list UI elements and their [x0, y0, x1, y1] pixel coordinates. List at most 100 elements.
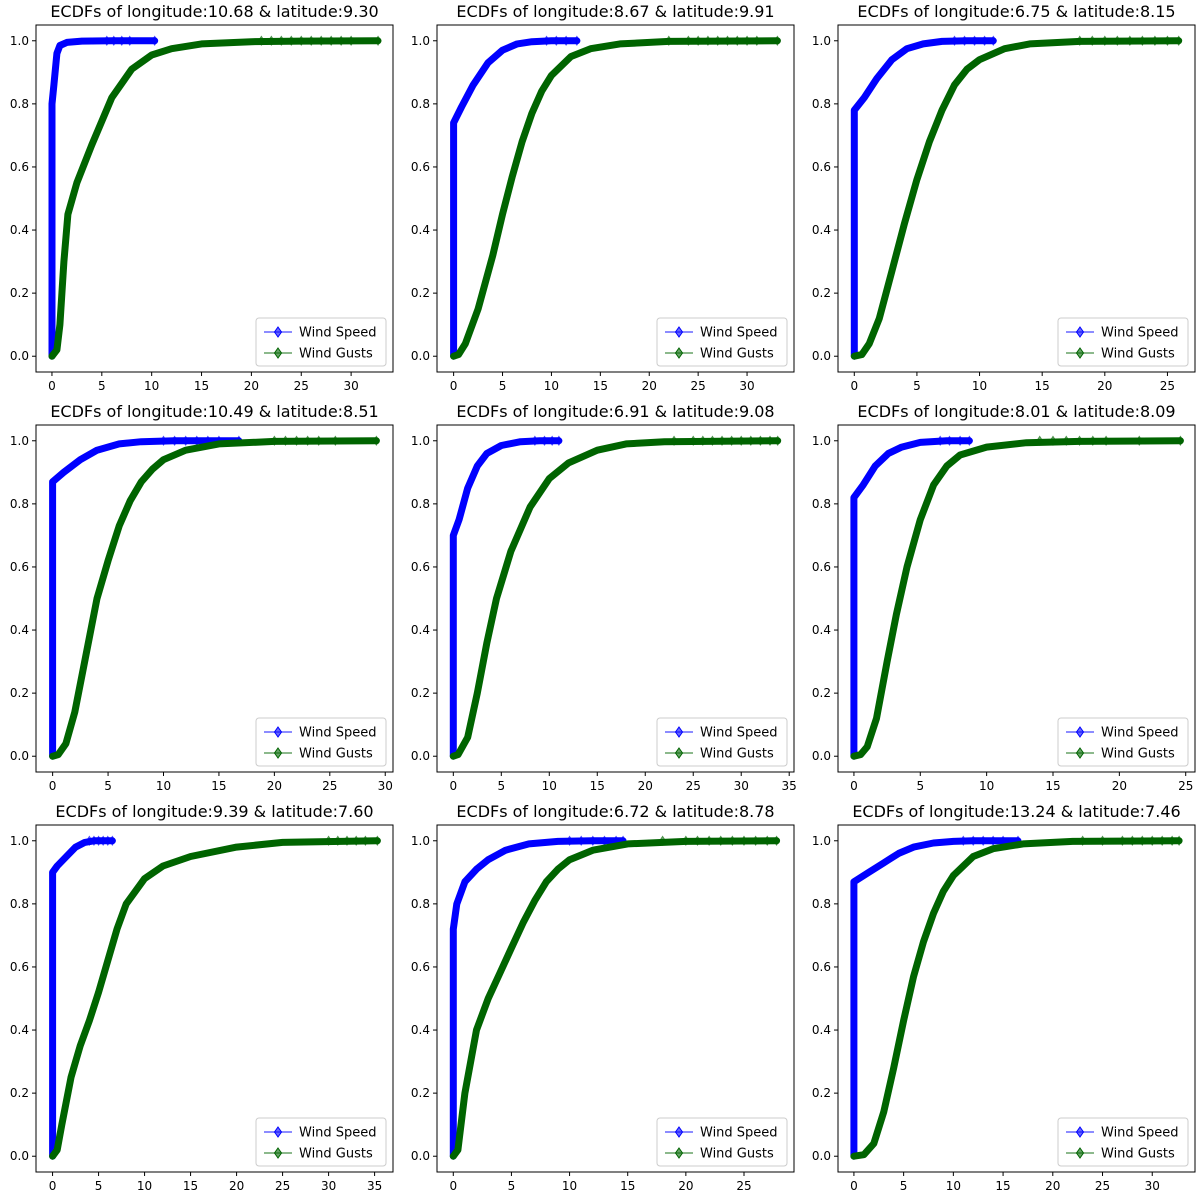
data-point — [694, 835, 701, 846]
plot-area — [449, 435, 782, 760]
legend-label: Wind Gusts — [1101, 1147, 1175, 1162]
data-point — [699, 435, 707, 446]
data-point — [361, 835, 369, 846]
y-tick-label: 0.8 — [812, 497, 831, 511]
ecdf-line — [850, 37, 1183, 360]
y-tick-label: 0.6 — [10, 160, 29, 174]
ecdf-line — [449, 437, 782, 760]
y-tick-label: 0.4 — [411, 1023, 430, 1037]
data-point — [737, 435, 745, 446]
data-point — [160, 435, 167, 446]
y-tick-label: 0.6 — [411, 560, 430, 574]
data-point — [1128, 835, 1136, 846]
ecdf-thin-line — [52, 840, 378, 1157]
y-tick-label: 0.0 — [10, 349, 29, 363]
plot-area — [49, 435, 380, 760]
data-point — [945, 435, 953, 446]
y-tick-label: 0.8 — [10, 897, 29, 911]
x-tick-label: 0 — [49, 779, 57, 793]
data-point — [110, 35, 118, 46]
axes-frame — [35, 824, 394, 1173]
ecdf-thin-line — [453, 40, 577, 357]
data-point — [334, 835, 342, 846]
data-point — [959, 835, 967, 846]
x-tick-label: 15 — [1045, 779, 1060, 793]
data-point — [981, 35, 989, 46]
data-point — [971, 35, 979, 46]
chart-panel-9: ECDFs of longitude:13.24 & latitude:7.46… — [812, 802, 1196, 1193]
ecdf-line — [49, 437, 243, 760]
y-tick-label: 0.0 — [10, 749, 29, 763]
ecdf-thin-line — [51, 440, 239, 757]
ecdf-thin-line — [853, 840, 1180, 1157]
chart-panel-6: ECDFs of longitude:8.01 & latitude:8.09 0… — [812, 402, 1196, 793]
chart-title: ECDFs of longitude:8.67 & latitude:9.91 — [456, 2, 774, 21]
y-tick-label: 0.6 — [812, 160, 831, 174]
data-point — [373, 835, 381, 846]
legend-label: Wind Gusts — [1101, 347, 1175, 362]
y-tick-label: 0.4 — [10, 223, 29, 237]
y-tick-label: 0.2 — [411, 1086, 430, 1100]
data-point — [689, 435, 697, 446]
data-point — [347, 35, 355, 46]
legend-label: Wind Gusts — [700, 1147, 774, 1162]
data-point — [104, 835, 112, 846]
data-point — [763, 835, 771, 846]
data-point — [374, 35, 382, 46]
y-tick-label: 0.6 — [10, 960, 29, 974]
data-point — [1151, 35, 1159, 46]
x-tick-label: 10 — [979, 779, 994, 793]
legend-label: Wind Speed — [700, 726, 778, 741]
plot-area — [850, 35, 1183, 360]
data-point — [766, 435, 774, 446]
data-point — [1175, 35, 1183, 46]
legend-label: Wind Speed — [299, 726, 377, 741]
y-tick-label: 1.0 — [411, 834, 430, 848]
x-tick-label: 15 — [590, 779, 605, 793]
ecdf-thin-line — [51, 40, 379, 357]
data-point — [1079, 835, 1087, 846]
axes-frame — [837, 424, 1196, 773]
data-point — [171, 435, 179, 446]
x-tick-label: 25 — [294, 379, 309, 393]
x-tick-label: 5 — [499, 379, 507, 393]
data-point — [548, 435, 556, 446]
y-tick-label: 0.8 — [812, 97, 831, 111]
data-point — [936, 435, 944, 446]
x-tick-label: 25 — [1160, 379, 1175, 393]
x-tick-label: 25 — [275, 1179, 290, 1193]
series-wind-gusts — [49, 835, 381, 1160]
data-point — [1101, 35, 1109, 46]
chart-title: ECDFs of longitude:13.24 & latitude:7.46 — [852, 802, 1180, 821]
ecdf-thin-line — [853, 840, 1018, 1157]
data-point — [541, 435, 548, 446]
legend-marker — [1075, 326, 1085, 338]
x-tick-label: 15 — [995, 1179, 1010, 1193]
legend-marker — [674, 726, 684, 738]
data-point — [352, 835, 360, 846]
legend-label: Wind Speed — [1101, 1126, 1179, 1141]
y-tick-label: 0.2 — [10, 686, 29, 700]
axes-frame — [35, 24, 394, 373]
ecdf-thin-line — [452, 840, 777, 1157]
legend-label: Wind Speed — [299, 1126, 377, 1141]
x-tick-label: 30 — [1145, 1179, 1160, 1193]
data-point — [718, 435, 726, 446]
legend-box — [656, 317, 788, 367]
legend-box — [1057, 317, 1189, 367]
data-point — [1049, 435, 1057, 446]
data-point — [331, 435, 339, 446]
legend-marker — [674, 326, 684, 338]
x-tick-label: 5 — [913, 379, 921, 393]
y-tick-label: 0.0 — [411, 349, 430, 363]
plot-area — [48, 35, 382, 360]
ecdf-line — [449, 837, 781, 1160]
legend-label: Wind Gusts — [700, 347, 774, 362]
chart-panel-2: ECDFs of longitude:8.67 & latitude:9.91 0… — [411, 2, 795, 393]
y-tick-label: 1.0 — [10, 434, 29, 448]
y-tick-label: 0.6 — [411, 960, 430, 974]
ecdf-line — [850, 437, 1184, 760]
y-tick-label: 0.0 — [812, 1149, 831, 1163]
x-tick-label: 5 — [95, 1179, 103, 1193]
legend-marker — [273, 726, 283, 738]
